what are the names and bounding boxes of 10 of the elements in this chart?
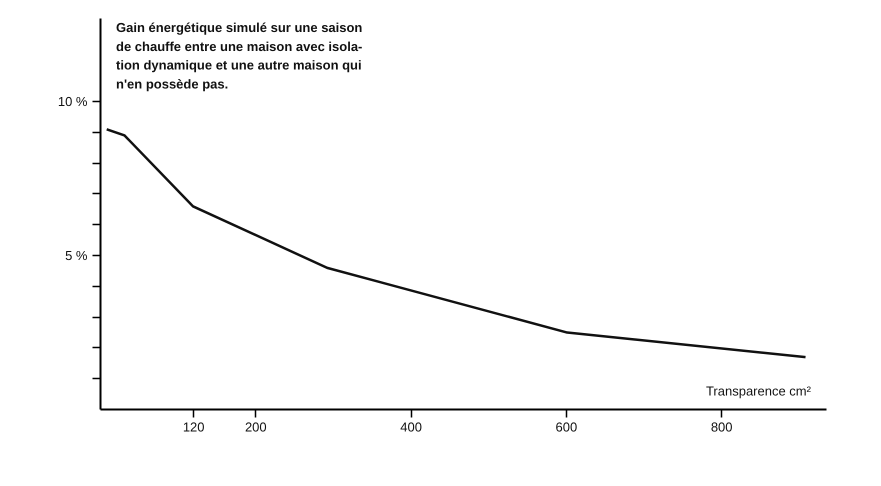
x-tick-label: 800 <box>710 420 733 434</box>
x-tick-label: 600 <box>556 420 578 434</box>
x-tick-label: 400 <box>400 420 422 434</box>
text: Gain énergétique simulé sur une saison de chauffe entre une maison avec isola- tion dynamique et une autre maison qui n'en possède pas. <box>116 20 362 92</box>
y-tick-label: 5 % <box>65 248 88 264</box>
line-series <box>105 128 807 358</box>
x-axis-title: Transparence cm² <box>706 384 812 399</box>
x-tick-label: 120 <box>182 420 205 434</box>
x-tick-label: 200 <box>244 420 267 434</box>
y-tick-label: 10 % <box>58 94 88 110</box>
